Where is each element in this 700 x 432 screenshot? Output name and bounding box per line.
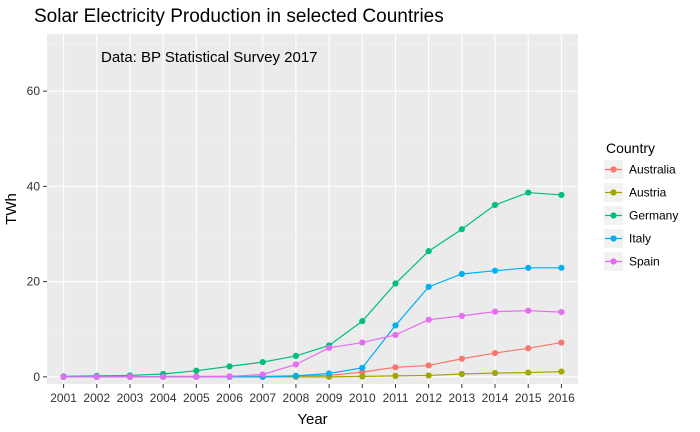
x-tick-label: 2016 [548, 391, 575, 405]
legend-label-germany: Germany [629, 209, 678, 223]
point-austria-2016 [558, 368, 565, 375]
x-tick-label: 2012 [415, 391, 442, 405]
x-tick-label: 2005 [183, 391, 210, 405]
point-spain-2005 [193, 373, 200, 380]
x-tick-label: 2011 [383, 391, 409, 405]
point-spain-2011 [392, 331, 399, 339]
point-germany-2005 [193, 367, 200, 374]
x-tick-label: 2008 [283, 391, 310, 405]
y-tick-label: 40 [27, 179, 41, 193]
point-germany-2010 [359, 318, 366, 325]
point-spain-2008 [292, 361, 300, 368]
point-spain-2004 [160, 373, 167, 380]
point-spain-2009 [325, 344, 333, 351]
point-australia-2010 [359, 368, 366, 376]
legend-label-spain: Spain [629, 255, 660, 269]
x-tick-label: 2002 [83, 391, 110, 405]
x-tick-label: 2014 [482, 391, 509, 405]
minor-gridlines [47, 43, 578, 330]
point-australia-2016 [558, 339, 565, 346]
legend-key-point [610, 189, 617, 196]
line-germany [63, 191, 562, 377]
x-tick-label: 2007 [249, 391, 276, 405]
line-spain [63, 310, 562, 378]
point-australia-2012 [425, 362, 432, 369]
x-tick-label: 2003 [117, 391, 144, 405]
point-germany-2015 [525, 189, 532, 196]
x-tick-label: 2013 [448, 391, 475, 405]
legend-key-point [610, 212, 617, 219]
point-austria-2013 [458, 370, 465, 378]
legend-items: Australia Austria Germany Italy Spain [604, 160, 678, 271]
x-tick-label: 2010 [349, 391, 376, 405]
legend-title: Country [606, 140, 655, 156]
x-tick-label: 2006 [216, 391, 243, 405]
x-tick-label: 2009 [316, 391, 343, 405]
point-spain-2014 [491, 308, 499, 315]
point-austria-2010 [359, 373, 366, 380]
y-tick-label: 20 [27, 275, 41, 289]
point-australia-2015 [525, 345, 532, 352]
point-austria-2011 [392, 372, 399, 380]
x-tick-label: 2015 [515, 391, 542, 405]
point-spain-2016 [558, 308, 565, 316]
point-italy-2014 [491, 267, 499, 274]
x-tick-label: 2001 [50, 391, 77, 405]
point-spain-2010 [359, 339, 366, 346]
legend-key-point [610, 166, 617, 173]
point-italy-2009 [325, 370, 333, 377]
point-spain-2003 [126, 373, 134, 380]
legend-key-point [610, 258, 617, 265]
point-italy-2010 [359, 364, 366, 371]
series-points [60, 189, 565, 380]
series-lines [63, 191, 562, 378]
point-austria-2012 [425, 372, 432, 379]
chart-annotation: Data: BP Statistical Survey 2017 [101, 49, 318, 66]
point-germany-2012 [425, 248, 432, 255]
point-spain-2002 [93, 373, 100, 380]
point-germany-2016 [558, 191, 565, 199]
point-australia-2013 [458, 355, 465, 362]
point-austria-2015 [525, 369, 532, 376]
point-spain-2006 [226, 373, 233, 380]
x-tick-label: 2004 [150, 391, 177, 405]
point-germany-2007 [259, 358, 266, 366]
legend-label-austria: Austria [629, 186, 667, 200]
x-axis-title: Year [297, 411, 327, 428]
y-axis-ticks: 0 20 40 60 [27, 84, 47, 384]
point-italy-2013 [458, 270, 465, 278]
point-spain-2001 [60, 373, 67, 380]
x-axis-ticks: 2001 2002 2003 2004 2005 2006 2007 2008 2009 2010… [50, 384, 575, 405]
point-italy-2016 [558, 264, 565, 271]
point-germany-2013 [458, 226, 465, 233]
point-italy-2012 [425, 283, 432, 290]
point-spain-2013 [458, 312, 465, 320]
chart-title: Solar Electricity Production in selected… [34, 6, 444, 27]
legend-label-australia: Australia [629, 163, 676, 177]
y-tick-label: 0 [33, 370, 40, 384]
point-italy-2008 [292, 372, 300, 380]
point-spain-2015 [525, 307, 532, 314]
major-gridlines [47, 34, 578, 384]
point-italy-2011 [392, 322, 399, 329]
y-axis-title: TWh [3, 193, 20, 225]
point-germany-2008 [292, 352, 300, 360]
point-germany-2011 [392, 280, 399, 287]
point-germany-2006 [226, 363, 233, 370]
point-australia-2011 [392, 364, 399, 371]
point-spain-2007 [259, 371, 266, 378]
legend-key-point [610, 235, 617, 242]
point-germany-2014 [491, 201, 499, 209]
y-tick-label: 60 [27, 84, 41, 98]
legend-label-italy: Italy [629, 232, 651, 246]
point-austria-2014 [491, 369, 499, 377]
point-spain-2012 [425, 316, 432, 323]
plot-panel [47, 34, 578, 384]
legend: Country Australia Austria Germany Italy Spai… [604, 140, 678, 271]
point-australia-2014 [491, 349, 499, 357]
point-italy-2015 [525, 264, 532, 271]
